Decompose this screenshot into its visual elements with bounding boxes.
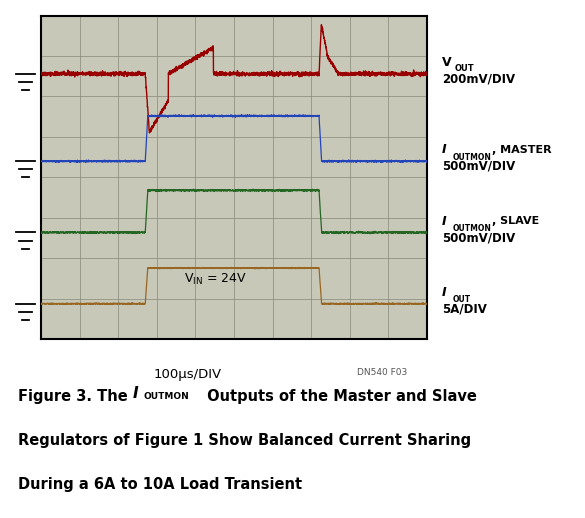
Text: 500mV/DIV: 500mV/DIV <box>442 160 515 173</box>
Text: During a 6A to 10A Load Transient: During a 6A to 10A Load Transient <box>18 477 302 492</box>
Text: , SLAVE: , SLAVE <box>492 216 539 226</box>
Text: I: I <box>442 286 446 299</box>
Text: $\mathregular{V_{IN}}$ = 24V: $\mathregular{V_{IN}}$ = 24V <box>184 271 247 287</box>
Text: 100μs/DIV: 100μs/DIV <box>154 368 222 381</box>
Text: DN540 F03: DN540 F03 <box>357 368 408 377</box>
Text: 200mV/DIV: 200mV/DIV <box>442 73 515 85</box>
Text: OUT: OUT <box>452 295 470 304</box>
Text: OUTMON: OUTMON <box>143 392 189 401</box>
Text: , MASTER: , MASTER <box>492 145 552 155</box>
Text: OUT: OUT <box>455 64 474 73</box>
Text: Regulators of Figure 1 Show Balanced Current Sharing: Regulators of Figure 1 Show Balanced Cur… <box>18 433 471 448</box>
Text: V: V <box>442 56 451 69</box>
Text: 500mV/DIV: 500mV/DIV <box>442 231 515 244</box>
Text: 5A/DIV: 5A/DIV <box>442 303 487 315</box>
Text: I: I <box>133 386 139 401</box>
Text: OUTMON: OUTMON <box>452 224 491 233</box>
Text: Outputs of the Master and Slave: Outputs of the Master and Slave <box>202 388 477 404</box>
Text: I: I <box>442 143 446 156</box>
Text: Figure 3. The: Figure 3. The <box>18 388 132 404</box>
Text: I: I <box>442 214 446 227</box>
Text: OUTMON: OUTMON <box>452 153 491 162</box>
